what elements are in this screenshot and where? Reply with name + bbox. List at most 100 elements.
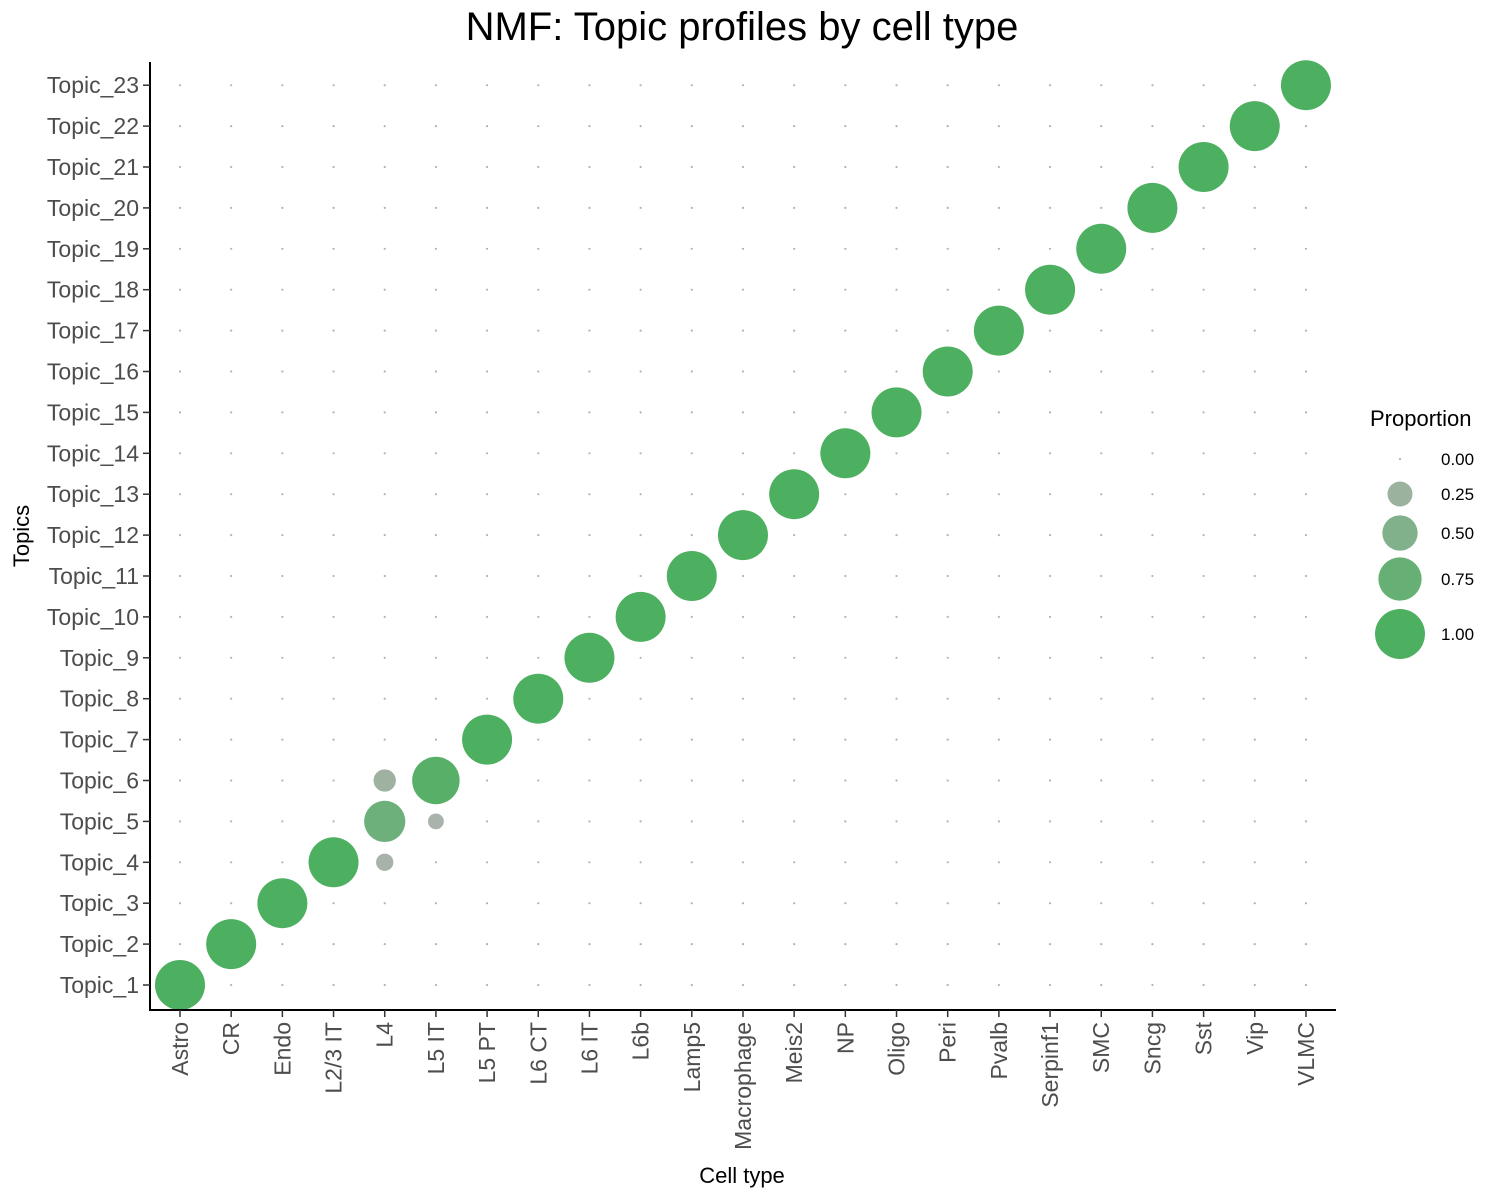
zero-point [434,125,437,128]
x-tick-label: Endo [269,1022,295,1076]
x-tick-label: Serpinf1 [1037,1022,1063,1108]
y-tick-label: Topic_6 [60,768,139,794]
zero-point [1151,861,1154,864]
zero-point [178,861,182,864]
y-tick-label: Topic_16 [47,359,139,385]
zero-point [230,656,233,659]
zero-point [332,574,335,578]
x-tick-label: L6 IT [576,1022,602,1074]
zero-point [1151,902,1154,905]
y-tick-label: Topic_7 [60,727,139,753]
zero-point [281,329,284,332]
zero-point [178,656,182,659]
zero-point [741,84,745,87]
zero-point [1100,84,1103,87]
zero-point [485,861,489,864]
data-point [1127,182,1178,233]
legend-key [1378,557,1422,601]
zero-point [383,615,386,619]
zero-point [946,288,949,291]
zero-point [1100,738,1103,741]
zero-point [434,656,437,659]
zero-point [690,84,693,87]
data-point [871,387,922,438]
zero-point [588,615,591,619]
zero-point [1304,493,1308,496]
zero-point [1048,656,1052,659]
zero-point [1048,943,1052,946]
zero-point [485,452,489,455]
zero-point [639,902,642,905]
x-tick-label: Oligo [884,1022,910,1076]
y-tick-label: Topic_10 [47,604,139,630]
zero-point [332,820,335,823]
x-tick-label: L4 [372,1022,398,1048]
zero-point [690,206,693,209]
zero-point [332,411,335,414]
zero-point [1202,738,1205,741]
zero-point [383,534,386,537]
zero-point [741,247,745,250]
zero-point [537,247,540,250]
zero-point [946,165,949,169]
zero-point [434,329,437,332]
zero-point [383,288,386,291]
x-tick-label: L2/3 IT [321,1022,347,1094]
zero-point [741,329,745,332]
zero-point [1202,574,1205,578]
zero-point [230,820,233,823]
zero-point [844,411,847,414]
zero-point [383,125,386,128]
zero-point [434,615,437,619]
zero-point [1304,983,1308,987]
zero-point [1100,697,1103,700]
y-tick-label: Topic_15 [47,399,139,425]
data-point [308,837,359,888]
zero-point [1100,615,1103,619]
legend-key [1398,457,1402,461]
zero-point [946,820,949,823]
zero-point [997,247,1000,250]
size-legend: Proportion 0.00 0.25 0.50 0.75 1.00 [1370,406,1474,659]
zero-point [1304,329,1308,332]
zero-point [588,574,591,578]
zero-point [1304,247,1308,250]
zero-point [434,493,437,496]
zero-point [844,247,847,250]
data-point [155,960,205,1010]
zero-point [537,656,540,659]
zero-point [793,820,796,823]
zero-point [1048,329,1052,332]
data-point [462,714,513,765]
data-point [769,469,820,520]
zero-point [1048,861,1052,864]
y-tick-label: Topic_9 [60,645,139,671]
zero-point [639,165,642,169]
y-axis-ticks: Topic_1 Topic_2 Topic_3 Topic_4 Topic_5 Topic… [47,72,150,998]
zero-point [281,452,284,455]
zero-point [230,574,233,578]
zero-point [1048,615,1052,619]
zero-point [383,574,386,578]
zero-point [1304,779,1308,782]
zero-point [588,452,591,455]
zero-point [332,902,335,905]
zero-point [588,493,591,496]
x-tick-label: Astro [167,1022,193,1076]
zero-point [178,943,182,946]
zero-point [1100,656,1103,659]
zero-point [537,206,540,209]
zero-point [178,902,182,905]
x-tick-label: VLMC [1293,1022,1319,1086]
zero-point [997,206,1000,209]
zero-point [946,247,949,250]
zero-point [690,370,693,373]
zero-point [895,329,898,332]
zero-point [332,206,335,209]
zero-point [281,84,284,87]
zero-point [639,656,642,659]
zero-point [537,779,540,782]
data-point [1229,101,1280,152]
zero-point [844,206,847,209]
zero-point [793,288,796,291]
